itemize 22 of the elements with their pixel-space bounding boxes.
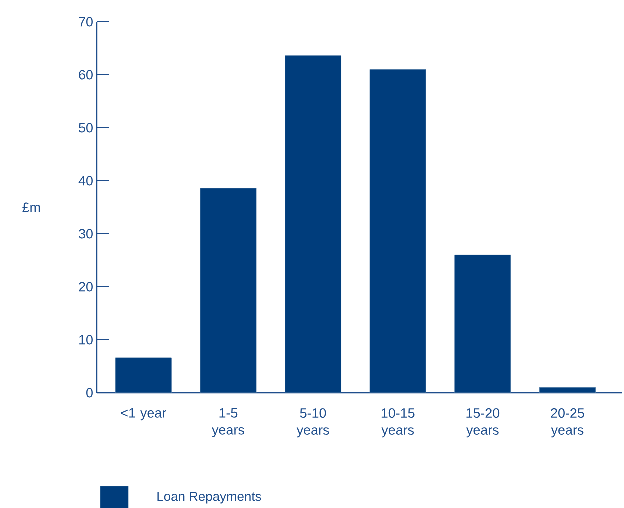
bar (115, 358, 172, 394)
bar (285, 56, 342, 394)
bar (454, 254, 512, 394)
y-tick-label: 50 (79, 123, 93, 133)
x-tick-label: <1 year (121, 408, 166, 421)
y-axis-title: £m (22, 202, 40, 212)
x-tick-label: 20-25 years (551, 408, 584, 438)
y-tick-label: 10 (80, 335, 93, 345)
y-tick-label: 60 (79, 70, 93, 80)
x-tick-label: 15-20 years (466, 408, 500, 438)
bar (370, 69, 426, 394)
bar (539, 387, 596, 394)
x-tick-label: 5-10 years (296, 408, 330, 438)
y-tick-label: 30 (79, 229, 93, 239)
x-tick-label: 1-5 years (212, 408, 244, 438)
y-tick-label: 20 (79, 282, 93, 292)
y-tick-label: 40 (78, 176, 93, 186)
legend-label: Loan Repayments (158, 492, 262, 504)
y-tick-label: 70 (79, 17, 93, 27)
bar (200, 188, 257, 394)
y-tick-label: 0 (86, 388, 93, 398)
x-tick-label: 10-15 years (382, 408, 415, 438)
